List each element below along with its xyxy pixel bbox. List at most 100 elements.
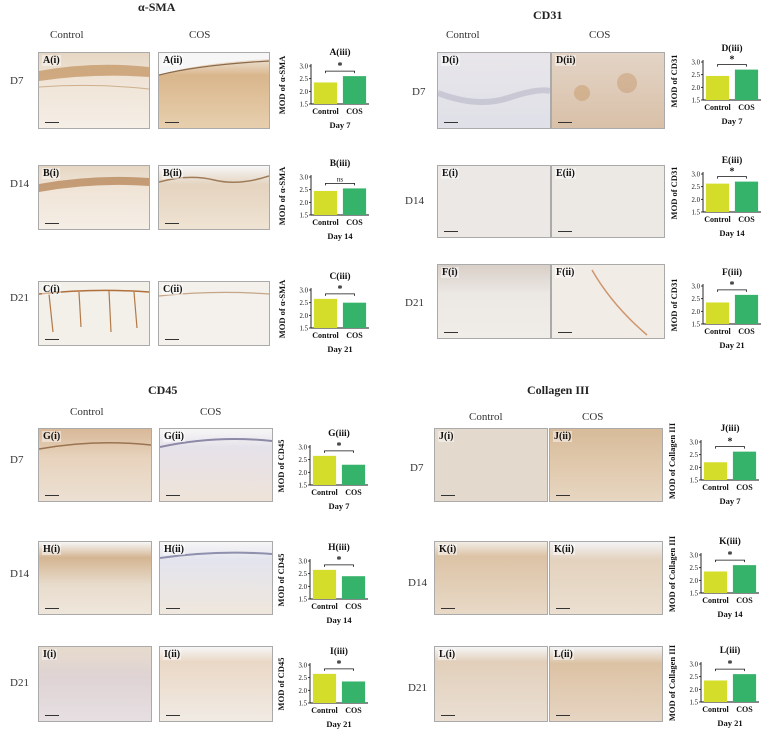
panel-label: G(i)	[42, 431, 62, 442]
x-tick-label: COS	[345, 706, 362, 715]
chart-title: I(iii)	[330, 646, 348, 657]
y-axis-label: MOD of CD45	[276, 440, 286, 493]
significance-bracket	[717, 289, 747, 292]
x-axis-label: Day 14	[326, 615, 352, 625]
y-tick-label: 2.0	[300, 200, 309, 207]
panel-label: L(i)	[438, 649, 457, 660]
scale-bar	[45, 339, 59, 340]
bar-chart-svg: I(iii) MOD of CD45 1.5 2.0 2.5 3.0 Control COS *…	[276, 646, 368, 729]
y-tick-label: 3.0	[299, 663, 308, 670]
chart-title: B(iii)	[330, 158, 351, 169]
panel-label: K(i)	[438, 544, 458, 555]
bar-cos	[342, 302, 367, 328]
scale-bar	[165, 339, 179, 340]
bar-chart-svg: G(iii) MOD of CD45 1.5 2.0 2.5 3.0 Control COS *…	[276, 428, 368, 511]
x-tick-label: COS	[346, 107, 363, 116]
panel-label: C(i)	[42, 284, 61, 295]
panel-label: J(i)	[438, 431, 455, 442]
y-tick-label: 1.5	[300, 102, 309, 109]
y-tick-label: 1.5	[299, 483, 308, 490]
significance-bracket	[324, 668, 354, 671]
y-tick-label: 3.0	[299, 559, 308, 566]
bar-control	[705, 183, 730, 212]
y-tick-label: 2.5	[692, 296, 701, 303]
y-tick-label: 3.0	[300, 288, 309, 295]
row-label-d7: D7	[412, 86, 426, 98]
scale-bar	[558, 332, 572, 333]
col-label-control: Control	[446, 29, 480, 41]
micrograph-i-ii: I(ii)	[159, 646, 273, 722]
y-axis-label: MOD of CD45	[276, 658, 286, 711]
chart-title: J(iii)	[721, 423, 740, 434]
panel-label: J(ii)	[553, 431, 573, 442]
col-label-cos: COS	[200, 406, 222, 418]
col-label-control: Control	[70, 406, 104, 418]
chart-f-iii: F(iii) MOD of CD31 1.5 2.0 2.5 3.0 Control COS *…	[667, 264, 777, 364]
micrograph-c-i: C(i)	[38, 281, 150, 346]
bar-control	[703, 680, 728, 702]
panel-label: E(i)	[441, 168, 460, 179]
y-tick-label: 2.5	[299, 457, 308, 464]
scale-bar	[558, 122, 572, 123]
section-title-cd31: CD31	[533, 8, 563, 22]
micrograph-l-ii: L(ii)	[549, 646, 663, 722]
chart-title: C(iii)	[329, 271, 350, 282]
col-label-cos: COS	[582, 411, 604, 423]
chart-b-iii: B(iii) MOD of α-SMA 1.5 2.0 2.5 3.0 Control COS…	[275, 155, 390, 255]
micrograph-i-i: I(i)	[38, 646, 152, 722]
significance-bracket	[717, 176, 747, 179]
scale-bar	[45, 495, 59, 496]
y-tick-label: 2.5	[690, 674, 699, 681]
y-tick-label: 3.0	[692, 172, 701, 179]
col-label-control: Control	[50, 29, 84, 41]
y-tick-label: 1.5	[692, 322, 701, 329]
significance-label: *	[728, 659, 733, 670]
row-label-d21: D21	[10, 292, 29, 304]
x-tick-label: COS	[736, 596, 753, 605]
y-axis-label: MOD of Collagen III	[667, 422, 677, 499]
panel-label: D(i)	[441, 55, 460, 66]
bar-cos	[341, 464, 366, 485]
micrograph-c-ii: C(ii)	[158, 281, 270, 346]
y-tick-label: 2.5	[690, 565, 699, 572]
x-tick-label: COS	[738, 327, 755, 336]
x-tick-label: COS	[346, 331, 363, 340]
col-label-control: Control	[469, 411, 503, 423]
x-axis-label: Day 14	[719, 228, 745, 238]
scale-bar	[441, 495, 455, 496]
panel-label: I(i)	[42, 649, 58, 660]
significance-label: *	[730, 55, 735, 66]
row-label-d21: D21	[10, 677, 29, 689]
x-tick-label: Control	[312, 107, 339, 116]
scale-bar	[166, 715, 180, 716]
y-tick-label: 2.5	[299, 571, 308, 578]
panel-label: L(ii)	[553, 649, 574, 660]
row-label-d14: D14	[408, 577, 427, 589]
bar-control	[705, 75, 730, 100]
micrograph-e-i: E(i)	[437, 165, 551, 238]
row-label-d7: D7	[10, 454, 24, 466]
bar-chart-svg: A(iii) MOD of α-SMA 1.5 2.0 2.5 3.0 Control COS…	[277, 47, 369, 130]
y-tick-label: 3.0	[690, 662, 699, 669]
section-title-collagen-iii: Collagen III	[527, 383, 590, 397]
y-tick-label: 1.5	[690, 591, 699, 598]
bar-control	[312, 569, 337, 599]
y-tick-label: 1.5	[300, 326, 309, 333]
scale-bar	[444, 231, 458, 232]
significance-label: *	[728, 437, 733, 448]
chart-l-iii: L(iii) MOD of Collagen III 1.5 2.0 2.5 3.0 Con…	[665, 642, 777, 731]
x-tick-label: Control	[704, 327, 731, 336]
scale-bar	[558, 231, 572, 232]
x-tick-label: Control	[704, 215, 731, 224]
x-tick-label: Control	[311, 602, 338, 611]
y-tick-label: 2.0	[299, 470, 308, 477]
significance-bracket	[325, 70, 355, 74]
x-axis-label: Day 14	[717, 609, 743, 619]
bar-chart-svg: C(iii) MOD of α-SMA 1.5 2.0 2.5 3.0 Control COS…	[277, 271, 369, 354]
micrograph-d-i: D(i)	[437, 52, 551, 129]
y-tick-label: 3.0	[692, 60, 701, 67]
scale-bar	[444, 332, 458, 333]
bar-cos	[734, 69, 759, 100]
significance-bracket	[717, 64, 747, 67]
y-tick-label: 2.5	[690, 452, 699, 459]
